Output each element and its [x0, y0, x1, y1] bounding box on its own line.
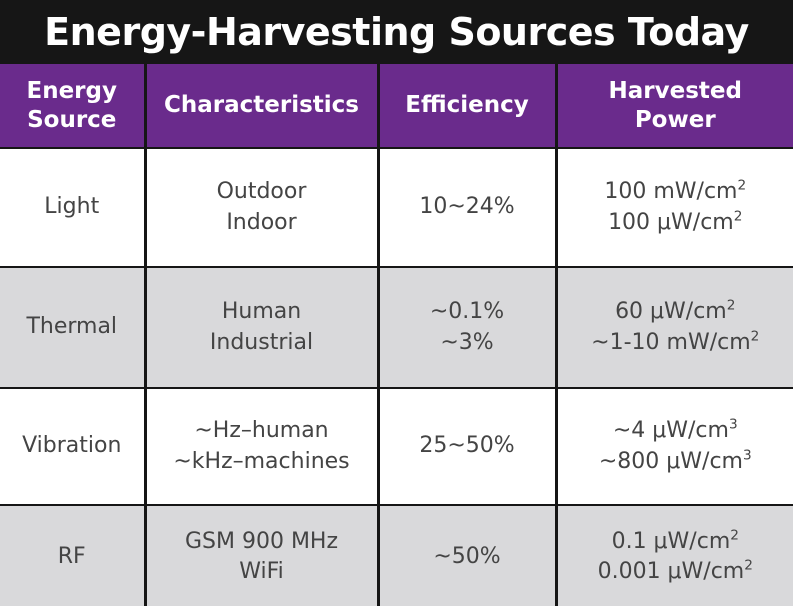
cell-text: ~Hz–human — [194, 418, 329, 444]
power-text: ~4 μW/cm — [612, 418, 729, 444]
power-text: 0.1 μW/cm — [611, 528, 731, 554]
power-value: 100 mW/cm2 — [562, 177, 790, 207]
cell-text: ~0.1% — [429, 299, 505, 325]
table-row-vibration: Vibration ~Hz–human ~kHz–machines 25~50%… — [0, 387, 793, 505]
table-row-thermal: Thermal Human Industrial ~0.1% ~3% 60 μW… — [0, 266, 793, 388]
power-exponent: 2 — [726, 297, 736, 314]
cell-source: Vibration — [0, 387, 147, 505]
cell-characteristics: GSM 900 MHz WiFi — [145, 504, 380, 606]
cell-text: Human — [221, 299, 302, 325]
table-header-row: Energy Source Characteristics Efficiency… — [0, 64, 793, 148]
power-value: 0.001 μW/cm2 — [562, 557, 790, 587]
power-text: 60 μW/cm — [615, 299, 727, 325]
power-text: ~800 μW/cm — [598, 448, 743, 474]
power-exponent: 2 — [737, 177, 747, 194]
header-label: Characteristics — [164, 92, 359, 119]
header-label: Source — [27, 106, 117, 133]
power-text: 0.001 μW/cm — [597, 559, 745, 584]
cell-power: 60 μW/cm2 ~1-10 mW/cm2 — [556, 266, 793, 388]
cell-characteristics: ~Hz–human ~kHz–machines — [145, 387, 380, 505]
header-efficiency: Efficiency — [378, 64, 558, 148]
power-exponent: 2 — [730, 527, 739, 544]
cell-text: Outdoor — [216, 179, 307, 205]
energy-table: Energy Source Characteristics Efficiency… — [0, 64, 793, 606]
cell-efficiency: ~50% — [378, 504, 558, 606]
cell-characteristics: Outdoor Indoor — [145, 147, 380, 267]
power-exponent: 2 — [744, 557, 753, 574]
cell-power: 0.1 μW/cm2 0.001 μW/cm2 — [556, 504, 793, 606]
power-value: ~800 μW/cm3 — [562, 447, 790, 477]
cell-source: Light — [0, 147, 147, 267]
power-value: 100 μW/cm2 — [562, 208, 790, 238]
cell-text: ~3% — [440, 329, 494, 355]
table-row-rf: RF GSM 900 MHz WiFi ~50% 0.1 μW/cm2 0.00… — [0, 504, 793, 606]
page-title: Energy-Harvesting Sources Today — [44, 10, 749, 54]
power-text: 100 μW/cm — [608, 209, 734, 235]
power-text: 100 mW/cm — [604, 179, 738, 205]
cell-characteristics: Human Industrial — [145, 266, 380, 388]
cell-efficiency: 10~24% — [378, 147, 558, 267]
cell-efficiency: ~0.1% ~3% — [378, 266, 558, 388]
cell-power: 100 mW/cm2 100 μW/cm2 — [556, 147, 793, 267]
cell-text: RF — [57, 543, 86, 569]
table-row-light: Light Outdoor Indoor 10~24% 100 mW/cm2 1… — [0, 147, 793, 267]
cell-text: WiFi — [239, 559, 284, 584]
cell-text: ~50% — [433, 543, 501, 569]
cell-power: ~4 μW/cm3 ~800 μW/cm3 — [556, 387, 793, 505]
header-label: Harvested — [608, 77, 742, 104]
power-exponent: 2 — [733, 208, 743, 225]
cell-text: Indoor — [226, 209, 297, 235]
cell-text: Industrial — [209, 329, 314, 355]
cell-text: Light — [44, 194, 100, 220]
cell-efficiency: 25~50% — [378, 387, 558, 505]
header-harvested-power: Harvested Power — [556, 64, 793, 148]
cell-text: Thermal — [26, 314, 118, 340]
cell-source: Thermal — [0, 266, 147, 388]
power-exponent: 2 — [750, 328, 760, 345]
power-exponent: 3 — [728, 416, 738, 433]
header-label: Energy — [26, 77, 117, 104]
cell-source: RF — [0, 504, 147, 606]
power-text: ~1-10 mW/cm — [591, 329, 751, 355]
cell-text: GSM 900 MHz — [184, 528, 339, 554]
power-value: 0.1 μW/cm2 — [562, 527, 790, 557]
power-exponent: 3 — [742, 447, 752, 464]
cell-text: Vibration — [22, 433, 122, 459]
power-value: 60 μW/cm2 — [562, 297, 790, 327]
header-label: Power — [634, 106, 716, 133]
cell-text: ~kHz–machines — [173, 448, 350, 474]
cell-text: 10~24% — [419, 194, 515, 220]
power-value: ~4 μW/cm3 — [562, 416, 790, 446]
header-energy-source: Energy Source — [0, 64, 147, 148]
cell-text: 25~50% — [419, 433, 515, 459]
header-characteristics: Characteristics — [145, 64, 380, 148]
power-value: ~1-10 mW/cm2 — [562, 328, 790, 358]
header-label: Efficiency — [405, 92, 529, 119]
